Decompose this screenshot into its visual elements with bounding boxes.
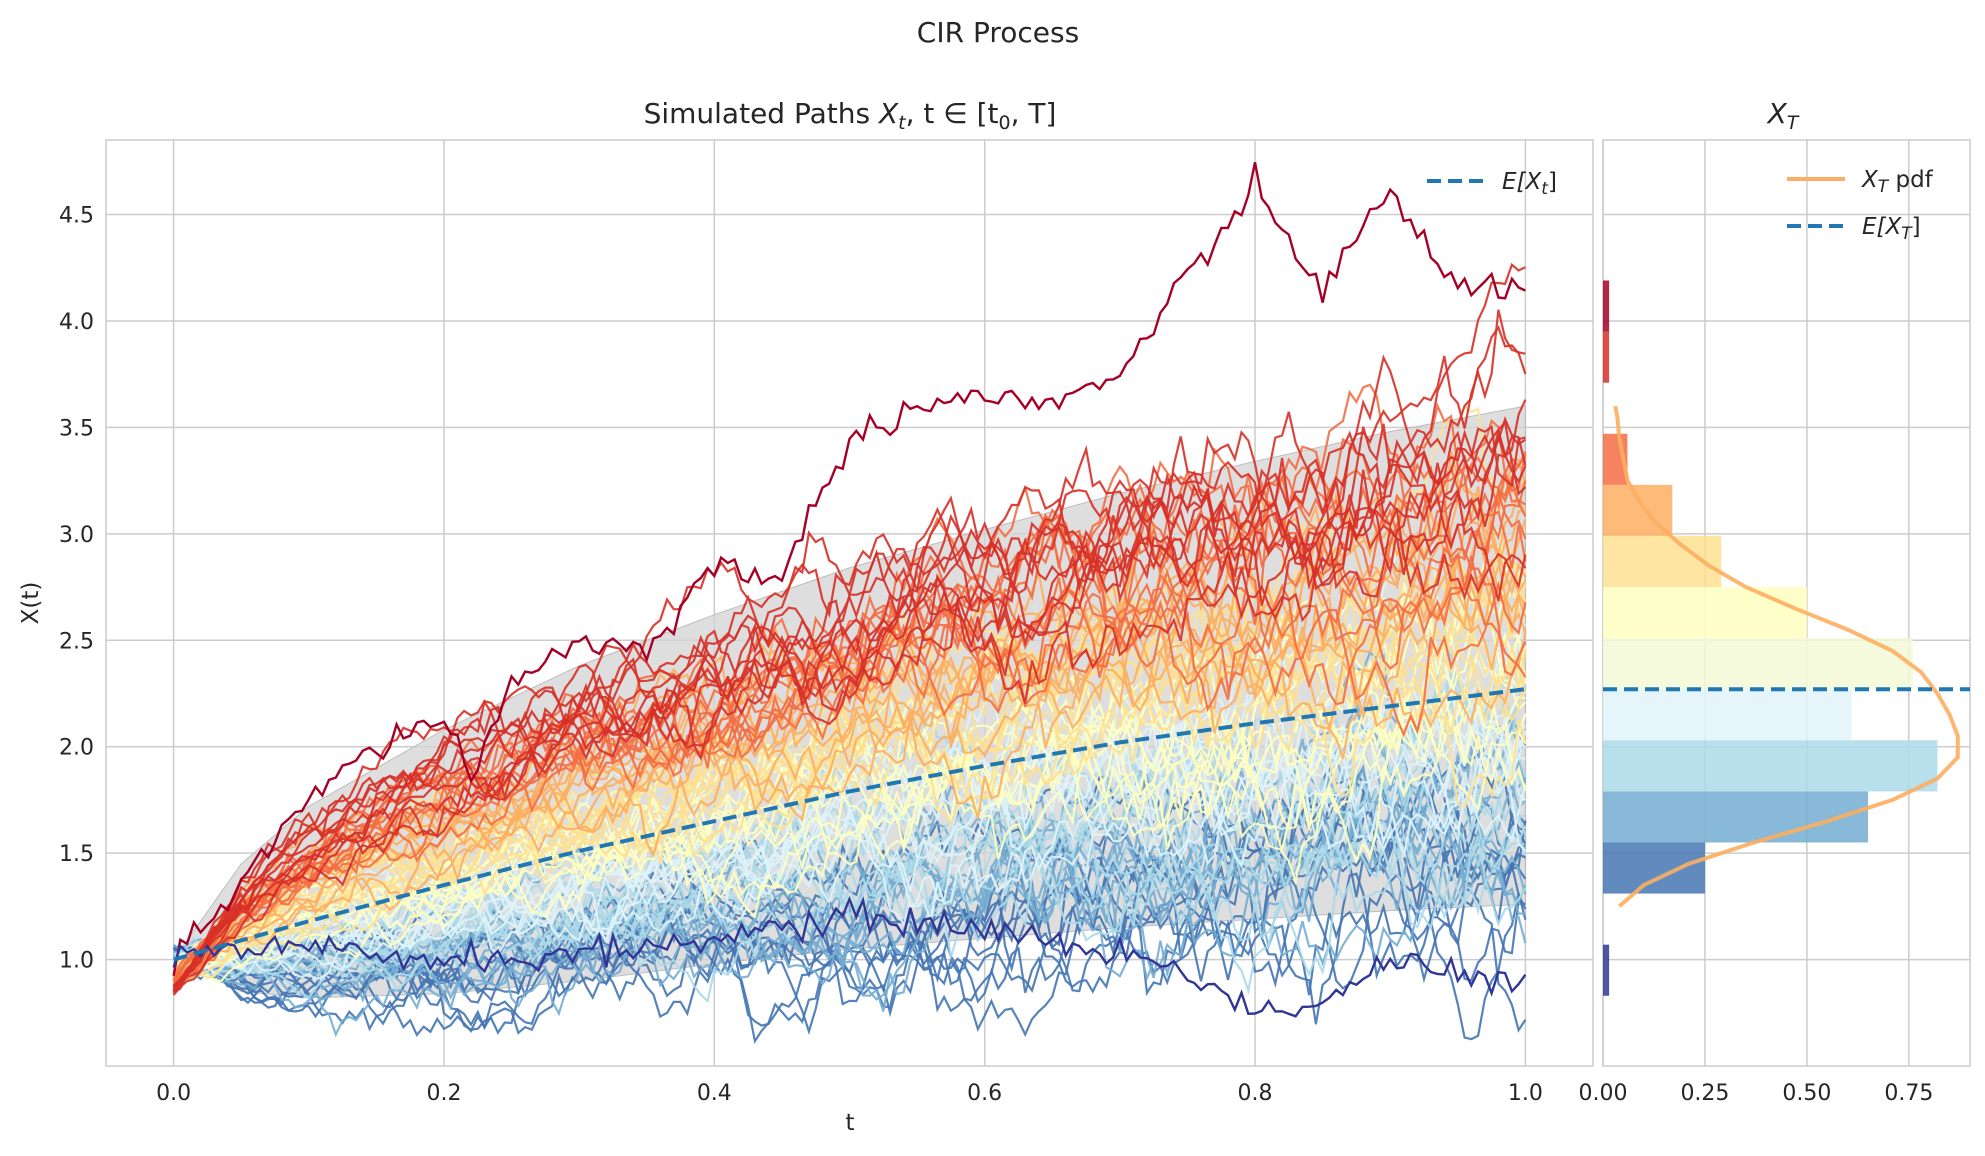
pdf-legend-label: XT pdf (1861, 167, 1934, 197)
simulated-path (172, 416, 1527, 991)
main-x-axis-label: t (845, 1110, 854, 1136)
main-y-tick-label: 3.5 (59, 416, 94, 441)
simulated-path (172, 487, 1527, 989)
extreme-path (172, 162, 1526, 976)
main-y-axis-label: X(t) (18, 582, 44, 625)
histogram-bar (1603, 791, 1869, 843)
main-legend-label: E[Xt] (1502, 169, 1557, 199)
pdf-curve (1613, 405, 1960, 908)
simulated-path (172, 554, 1527, 979)
simulated-path (173, 681, 1526, 983)
simulated-path (173, 712, 1527, 992)
histogram-x-tick-label: 0.00 (1579, 1081, 1628, 1106)
histogram-bar (1603, 689, 1852, 741)
simulated-path (173, 680, 1527, 969)
histogram-bar (1603, 740, 1938, 792)
histogram-bar (1603, 331, 1610, 383)
simulated-path (172, 309, 1526, 992)
main-y-tick-label: 4.0 (59, 310, 94, 335)
histogram-bar (1603, 280, 1610, 332)
main-title-math: X (877, 97, 899, 130)
histogram-title-math: X (1766, 97, 1788, 130)
histogram-axis-ticks: 0.00 0.25 0.50 0.75 (1579, 1081, 1934, 1106)
mean-curve-line (173, 687, 1526, 962)
histogram-x-tick-label: 0.75 (1884, 1081, 1933, 1106)
extreme-path (172, 895, 1527, 1018)
main-x-tick-label: 0.2 (426, 1081, 461, 1106)
main-title-sub: t (898, 112, 907, 134)
main-chart-panel: Simulated Paths Xt, t ∈ [t0, T] 0.0 0.2 0.… (18, 97, 1594, 1136)
main-x-tick-label: 0.4 (697, 1081, 732, 1106)
histogram-bar (1603, 638, 1913, 690)
main-title-sub2: 0 (998, 112, 1010, 134)
histogram-panel: XT 0.00 0.25 0.50 0.75 XT pdf E[XT] (1579, 97, 1971, 1106)
main-chart-title: Simulated Paths Xt, t ∈ [t0, T] (644, 97, 1057, 134)
simulated-path (172, 552, 1527, 978)
histogram-bar (1603, 842, 1705, 894)
main-legend-sub: t (1541, 179, 1549, 199)
histogram-legend: XT pdf E[XT] (1787, 167, 1934, 244)
histogram-x-tick-label: 0.25 (1680, 1081, 1729, 1106)
histogram-title-sub: T (1787, 112, 1800, 134)
simulated-path (172, 419, 1527, 993)
simulated-path (172, 563, 1527, 981)
mean-legend-sub: T (1901, 224, 1913, 244)
main-legend: E[Xt] (1427, 169, 1557, 199)
main-x-tick-label: 0.6 (967, 1081, 1002, 1106)
histogram-bar (1603, 944, 1610, 996)
simulated-path (172, 354, 1526, 994)
simulated-path (173, 686, 1527, 967)
mean-legend-label: E[XT] (1862, 214, 1921, 244)
simulated-path (173, 430, 1527, 994)
main-legend-end: ] (1548, 169, 1557, 195)
simulated-path (173, 774, 1527, 1004)
main-x-tick-label: 0.8 (1238, 1081, 1273, 1106)
main-title-text: Simulated Paths (644, 97, 879, 130)
simulated-path (173, 551, 1527, 974)
simulated-path (172, 399, 1527, 987)
simulated-path (172, 454, 1527, 989)
mean-curve (173, 687, 1526, 962)
simulated-paths (172, 162, 1527, 1044)
main-y-tick-label: 2.0 (59, 736, 94, 761)
main-title-rest: , t ∈ [t (906, 97, 999, 130)
main-y-tick-label: 3.0 (59, 523, 94, 548)
histogram-bar (1603, 587, 1807, 639)
histogram-x-tick-label: 0.50 (1782, 1081, 1831, 1106)
pdf-legend-sub: T (1878, 177, 1890, 197)
pdf-curve-line (1613, 405, 1960, 908)
main-x-tick-label: 1.0 (1508, 1081, 1543, 1106)
main-title-end: , T] (1011, 97, 1057, 130)
main-axis-ticks: 0.0 0.2 0.4 0.6 0.8 1.0 1.0 1.5 2.0 2.5 3.0 3.5 4.0 4… (59, 204, 1543, 1106)
histogram-title: XT (1766, 97, 1800, 134)
figure-suptitle: CIR Process (917, 16, 1079, 49)
simulated-path (173, 653, 1527, 981)
main-y-tick-label: 4.5 (59, 204, 94, 229)
pdf-legend-base: X (1861, 167, 1879, 193)
main-y-tick-label: 1.5 (59, 842, 94, 867)
main-y-tick-label: 1.0 (59, 949, 94, 974)
pdf-legend-end: pdf (1888, 167, 1934, 193)
simulated-path (173, 564, 1527, 977)
histogram-bars (1603, 280, 1938, 996)
main-y-tick-label: 2.5 (59, 629, 94, 654)
main-x-tick-label: 0.0 (156, 1081, 191, 1106)
simulated-path (173, 509, 1526, 980)
main-legend-base: E[X (1502, 169, 1543, 195)
simulated-path (173, 670, 1527, 971)
mean-legend-base: E[X (1862, 214, 1903, 240)
mean-legend-end: ] (1912, 214, 1921, 240)
